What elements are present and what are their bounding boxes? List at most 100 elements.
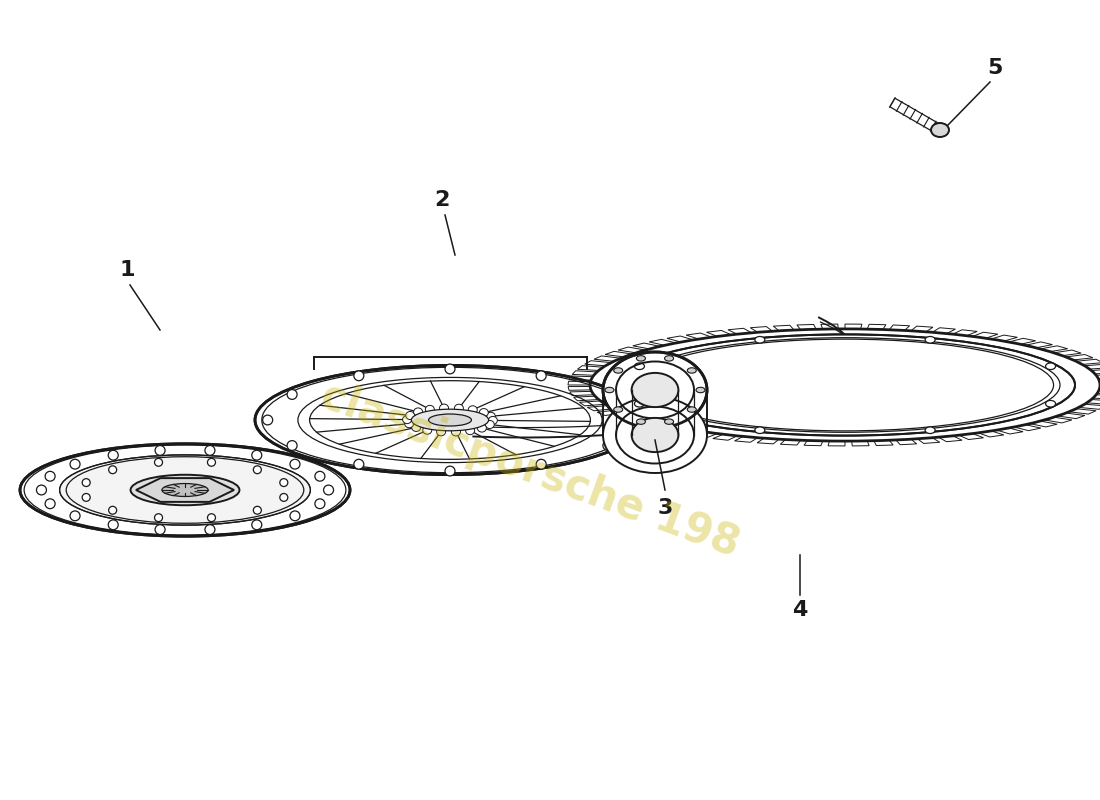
Ellipse shape — [1046, 401, 1056, 407]
Polygon shape — [953, 330, 977, 336]
Ellipse shape — [162, 483, 208, 497]
Ellipse shape — [403, 415, 411, 424]
Ellipse shape — [603, 441, 613, 450]
Polygon shape — [632, 343, 660, 349]
Polygon shape — [136, 478, 234, 502]
Polygon shape — [573, 396, 598, 401]
Polygon shape — [587, 406, 614, 410]
Polygon shape — [917, 438, 939, 443]
Polygon shape — [672, 429, 698, 435]
Ellipse shape — [755, 427, 764, 434]
Polygon shape — [570, 391, 594, 395]
Ellipse shape — [664, 356, 673, 361]
Polygon shape — [959, 434, 983, 439]
Text: 3: 3 — [658, 498, 673, 518]
Polygon shape — [706, 330, 732, 337]
Ellipse shape — [603, 352, 707, 428]
Ellipse shape — [45, 499, 55, 509]
Polygon shape — [750, 326, 772, 332]
Ellipse shape — [411, 409, 488, 431]
Ellipse shape — [253, 506, 262, 514]
Ellipse shape — [440, 404, 449, 412]
Polygon shape — [728, 328, 751, 334]
Polygon shape — [773, 326, 794, 331]
Polygon shape — [649, 339, 676, 346]
Polygon shape — [1025, 342, 1053, 348]
Polygon shape — [938, 436, 962, 442]
Polygon shape — [1057, 413, 1085, 418]
Polygon shape — [828, 441, 845, 446]
Ellipse shape — [405, 420, 414, 428]
Ellipse shape — [255, 366, 645, 474]
Polygon shape — [1014, 425, 1041, 430]
Ellipse shape — [108, 520, 118, 530]
Polygon shape — [667, 336, 693, 342]
Ellipse shape — [755, 337, 764, 343]
Ellipse shape — [664, 419, 673, 424]
Polygon shape — [890, 98, 943, 134]
Ellipse shape — [70, 459, 80, 469]
Ellipse shape — [36, 485, 46, 495]
Ellipse shape — [108, 450, 118, 460]
Ellipse shape — [315, 471, 324, 481]
Polygon shape — [735, 437, 758, 442]
Ellipse shape — [688, 407, 696, 412]
Polygon shape — [1066, 354, 1093, 360]
Ellipse shape — [437, 428, 446, 436]
Polygon shape — [1076, 359, 1100, 365]
Ellipse shape — [253, 466, 262, 474]
Text: classicporsche 198: classicporsche 198 — [315, 374, 745, 566]
Polygon shape — [978, 431, 1004, 437]
Polygon shape — [1041, 346, 1068, 352]
Polygon shape — [638, 422, 664, 428]
Ellipse shape — [315, 499, 324, 509]
Polygon shape — [932, 328, 956, 334]
Polygon shape — [578, 366, 603, 370]
Polygon shape — [594, 356, 620, 362]
Polygon shape — [911, 326, 933, 332]
Ellipse shape — [406, 411, 415, 419]
Polygon shape — [597, 410, 624, 415]
Ellipse shape — [290, 459, 300, 469]
Polygon shape — [991, 335, 1018, 341]
Ellipse shape — [131, 474, 240, 506]
Polygon shape — [585, 361, 612, 366]
Polygon shape — [873, 440, 893, 446]
Ellipse shape — [429, 414, 472, 426]
Ellipse shape — [208, 514, 216, 522]
Ellipse shape — [45, 471, 55, 481]
Ellipse shape — [688, 368, 696, 373]
Ellipse shape — [925, 337, 935, 343]
Ellipse shape — [208, 458, 216, 466]
Polygon shape — [1069, 409, 1096, 414]
Polygon shape — [895, 439, 916, 445]
Ellipse shape — [603, 390, 613, 399]
Ellipse shape — [59, 455, 310, 525]
Ellipse shape — [603, 397, 707, 473]
Ellipse shape — [635, 363, 645, 370]
Polygon shape — [713, 434, 737, 440]
Polygon shape — [572, 370, 597, 375]
Ellipse shape — [411, 423, 420, 431]
Polygon shape — [851, 441, 869, 446]
Polygon shape — [1085, 364, 1100, 369]
Ellipse shape — [422, 426, 432, 434]
Ellipse shape — [446, 364, 455, 374]
Ellipse shape — [931, 123, 949, 137]
Ellipse shape — [154, 514, 163, 522]
Polygon shape — [1054, 350, 1081, 356]
Text: 2: 2 — [434, 190, 450, 210]
Ellipse shape — [155, 446, 165, 455]
Polygon shape — [1087, 399, 1100, 404]
Ellipse shape — [205, 446, 214, 455]
Ellipse shape — [637, 356, 646, 361]
Ellipse shape — [469, 406, 477, 414]
Ellipse shape — [614, 368, 623, 373]
Ellipse shape — [154, 458, 163, 466]
Polygon shape — [1079, 404, 1100, 410]
Polygon shape — [692, 432, 717, 438]
Polygon shape — [972, 332, 998, 338]
Polygon shape — [618, 347, 646, 353]
Polygon shape — [623, 418, 650, 424]
Ellipse shape — [451, 428, 461, 436]
